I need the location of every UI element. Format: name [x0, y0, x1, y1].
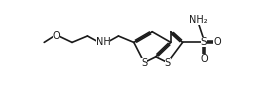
Text: O: O [213, 37, 221, 47]
Text: S: S [201, 37, 207, 47]
Text: O: O [200, 54, 208, 64]
Text: S: S [165, 57, 171, 67]
Text: NH₂: NH₂ [189, 15, 207, 25]
Text: NH: NH [96, 37, 111, 47]
Text: S: S [141, 57, 147, 67]
Text: O: O [53, 31, 60, 41]
